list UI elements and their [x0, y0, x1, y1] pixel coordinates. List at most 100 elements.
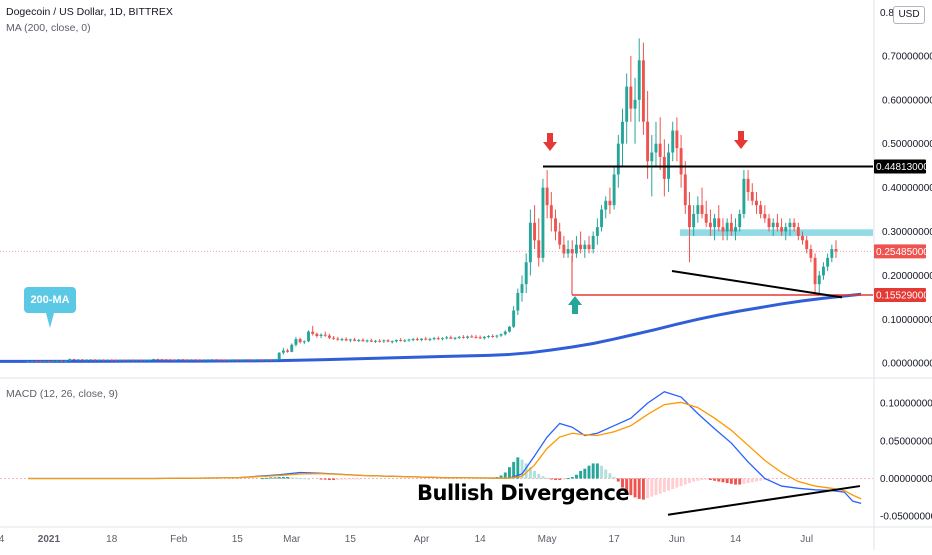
price-label-bg-last [874, 244, 926, 259]
price-tick-label-top: 0.8 [880, 8, 894, 19]
candle-body [675, 130, 679, 149]
price-label-last: 0.25485000 [876, 247, 929, 258]
candle-body [357, 339, 361, 341]
candle-body [51, 360, 55, 362]
macd-histogram-bar [667, 478, 670, 491]
down-arrow [543, 142, 557, 151]
candle-body [775, 222, 779, 228]
candle-body [574, 244, 578, 254]
macd-histogram-bar [704, 478, 708, 480]
time-tick-label: Mar [283, 534, 301, 545]
price-tick-label: 0.50000000 [882, 139, 932, 150]
candle-body [411, 339, 415, 341]
candle-body [344, 339, 348, 341]
candle-body [235, 359, 239, 361]
macd-histogram-bar [520, 459, 524, 479]
candle-body [579, 244, 583, 250]
candle-body [713, 218, 717, 228]
candle-body [93, 359, 97, 361]
macd-histogram-bar [516, 457, 520, 479]
macd-histogram-bar [281, 477, 285, 479]
macd-histogram-bar [696, 478, 700, 481]
candle-body [708, 222, 712, 228]
macd-histogram-bar [537, 473, 541, 479]
macd-histogram-bar [549, 478, 553, 480]
candle-body [566, 249, 570, 254]
macd-histogram-bar [671, 478, 675, 490]
macd-histogram-bar [600, 465, 604, 479]
candle-body [470, 336, 474, 338]
macd-histogram-bar [708, 478, 712, 481]
candle-body [746, 178, 750, 192]
candle-body [587, 244, 591, 250]
macd-histogram-bar [595, 463, 599, 479]
candle-body [206, 359, 210, 361]
candle-body [734, 227, 737, 232]
candle-body [240, 359, 243, 361]
macd-histogram-bar [612, 477, 616, 479]
macd-histogram-bar [512, 461, 516, 479]
macd-histogram-bar [269, 477, 273, 479]
candle-body [152, 359, 156, 361]
candle-body [612, 174, 616, 206]
macd-histogram-bar [554, 478, 557, 481]
candle-body [487, 336, 490, 337]
macd-histogram-bar [524, 463, 528, 479]
candle-body [118, 359, 122, 361]
macd-histogram-bar [541, 476, 545, 479]
macd-histogram-bar [277, 477, 281, 479]
currency-badge[interactable]: USD [893, 6, 925, 24]
candle-body [369, 340, 373, 342]
macd-histogram-bar [528, 467, 532, 479]
ma-callout-label: 200-MA [24, 287, 76, 328]
candle-body [692, 213, 696, 228]
macd-histogram-bar [717, 478, 721, 482]
candle-body [545, 187, 549, 206]
candle-body [210, 359, 214, 361]
candle-body [721, 227, 725, 232]
candle-body [608, 200, 612, 206]
candle-body [353, 339, 357, 341]
candle-body [173, 359, 176, 361]
candle-body [378, 340, 382, 342]
candle-body [658, 143, 662, 157]
time-tick-label: Jun [669, 534, 685, 545]
macd-histogram-bar [604, 469, 608, 479]
candle-body [390, 341, 394, 343]
candle-body [39, 361, 43, 363]
candle-body [336, 338, 340, 340]
candle-body [277, 352, 281, 360]
price-tick-label: 0.20000000 [882, 271, 932, 282]
candle-body [135, 359, 139, 361]
candle-body [189, 359, 193, 361]
macd-histogram-bar [558, 478, 562, 481]
price-label-resistance: 0.44813000 [876, 162, 929, 173]
candle-body [725, 222, 729, 232]
candle-body [654, 143, 658, 153]
candle-body [386, 340, 390, 342]
candle-body [428, 339, 432, 341]
candle-body [767, 218, 771, 228]
candle-body [127, 359, 130, 361]
candle-body [809, 249, 813, 258]
candle-body [252, 359, 256, 361]
candle-body [570, 249, 574, 254]
candle-body [696, 205, 700, 214]
macd-histogram-bar [738, 478, 742, 485]
macd-histogram-bar [307, 478, 310, 480]
macd-histogram-bar [746, 478, 750, 484]
candle-body [101, 359, 105, 361]
candle-body [821, 266, 825, 276]
candle-body [60, 360, 63, 362]
candle-body [72, 358, 76, 360]
candle-body [332, 337, 336, 339]
candle-body [834, 249, 838, 252]
macd-histogram-bar [574, 474, 578, 479]
candle-body [625, 86, 629, 122]
candle-body [503, 331, 507, 335]
macd-histogram-bar [348, 478, 352, 480]
time-tick-label: Jul [800, 534, 813, 545]
candle-body [260, 359, 264, 361]
candle-body [244, 359, 248, 361]
